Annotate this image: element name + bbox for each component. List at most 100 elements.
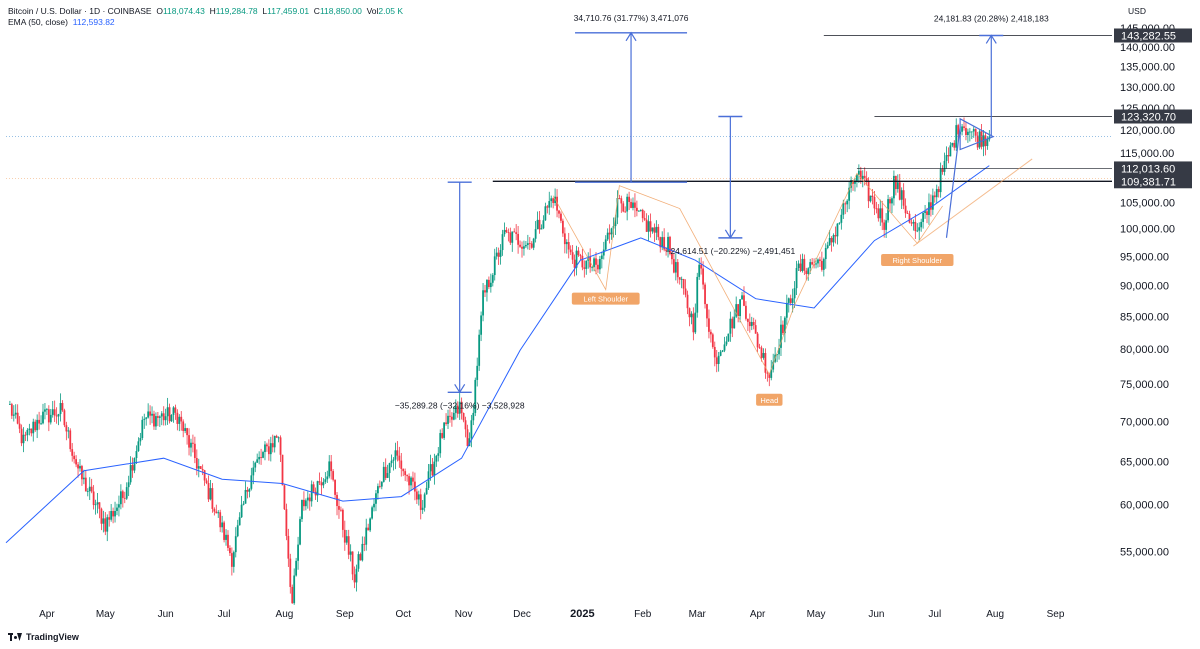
candle-body [88,486,91,492]
candle [739,299,741,323]
candle-body [275,435,278,438]
candle [125,482,128,500]
candle [69,428,72,452]
candle [519,240,521,248]
candle-body [281,454,284,486]
candle-body [269,443,272,455]
candle [234,527,237,558]
candle-body [914,221,917,232]
candle-body [967,131,969,136]
candle [195,449,198,476]
candle-body [776,354,778,356]
candle-body [458,401,461,414]
candle [563,227,566,254]
candle [318,472,321,485]
candle-body [616,198,619,218]
candle [692,307,695,341]
candle [51,400,54,418]
candle [896,174,899,193]
candle-body [532,238,535,248]
x-tick-label: Apr [39,609,55,620]
price-label-bg [1114,161,1192,176]
candle-body [84,477,87,492]
candle [61,400,64,412]
candle-body [523,246,525,249]
candle [312,481,315,494]
candle-body [44,409,46,412]
candle-body [782,324,784,334]
candle-body [499,250,502,257]
candle [347,529,350,560]
candle [711,332,714,349]
candle [8,400,11,405]
tradingview-logo[interactable]: TradingView [8,632,79,642]
candle-body [355,568,358,583]
candle-body [739,299,741,317]
candle-body [571,252,574,260]
candle-body [949,145,952,157]
candle-body [939,169,942,193]
candle [961,123,963,136]
candle [805,267,808,281]
candle-body [441,433,444,438]
candle-body [476,365,479,380]
indicator-legend[interactable]: EMA (50, close) 112,593.82 [8,17,115,27]
candle [53,400,56,422]
candle-body [840,214,843,223]
candle-body [186,428,188,436]
candle-body [558,210,560,214]
candle-body [30,428,33,434]
candle-body [826,245,829,249]
candle-body [468,438,471,447]
candle [460,397,463,420]
candle-body [754,325,757,334]
candle [916,223,919,233]
candle [696,272,699,318]
candle [304,498,307,511]
candle [793,281,796,308]
candle [649,213,652,238]
candle-body [702,268,704,285]
candle [96,492,99,514]
candle-body [429,464,432,472]
candle [967,128,969,143]
candle-body [569,249,572,253]
candle [341,508,344,538]
candle-body [394,450,397,460]
y-tick-label: 65,000.00 [1120,456,1169,468]
measure-label: 24,181.83 (20.28%) 2,418,183 [934,13,1049,23]
candle-body [73,455,76,460]
candle-body [972,129,975,132]
candle [497,247,500,265]
candle-body [227,534,229,548]
candle [571,245,574,265]
candle-body [57,414,60,417]
candle-body [472,412,475,421]
candle-body [735,304,738,317]
candle-body [696,276,699,313]
ema-value: 112,593.82 [72,17,115,27]
candle-body [205,480,208,484]
candle-body [875,208,878,210]
candle-body [538,219,541,230]
candle-body [672,259,675,273]
candle [965,122,967,141]
trendline-blue [945,126,961,238]
candle-body [14,412,17,415]
candle-body [536,219,539,230]
candle [758,343,761,349]
candle [820,251,823,272]
y-tick-label: 75,000.00 [1120,379,1169,391]
candle-body [745,305,747,319]
candle-body [279,437,282,455]
x-tick-label: May [807,609,826,620]
candle-body [889,199,891,204]
candle [400,452,403,477]
candle [211,483,214,513]
candle [515,224,518,241]
candle [982,129,985,157]
candle [36,414,39,439]
candle [908,210,911,224]
candle [787,297,790,313]
